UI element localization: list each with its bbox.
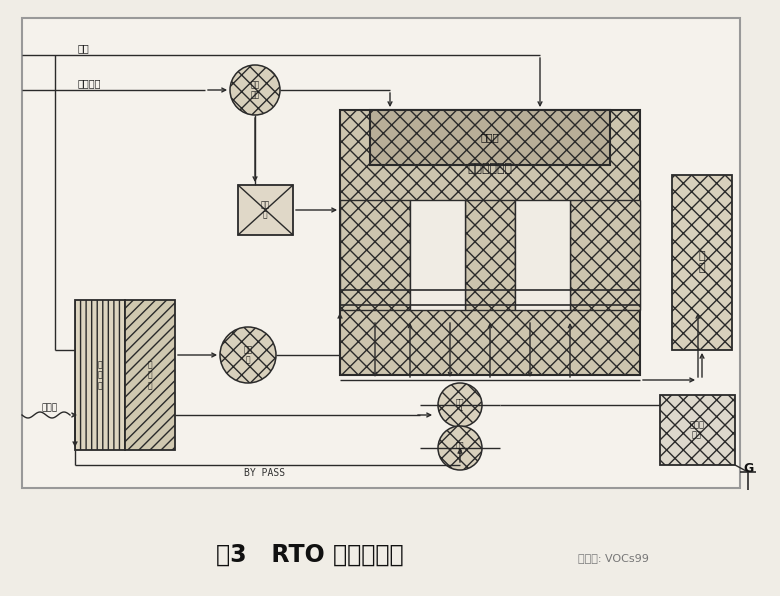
Bar (75, 300, 125, 450)
Bar (410, 200, 465, 310)
Bar (465, 200, 515, 310)
Bar (125, 300, 175, 450)
Circle shape (230, 65, 280, 115)
Circle shape (438, 426, 482, 470)
Bar (238, 185, 293, 235)
Text: 燃气: 燃气 (78, 43, 90, 53)
Text: 前
处
理: 前 处 理 (98, 360, 102, 390)
Text: 蓄热式氧化炉: 蓄热式氧化炉 (467, 162, 512, 175)
Circle shape (220, 327, 276, 383)
Text: 换热
器: 换热 器 (261, 200, 270, 220)
Bar (340, 110, 640, 375)
Text: G: G (743, 461, 753, 474)
Text: 燃烧器: 燃烧器 (480, 132, 499, 142)
Text: 阀门
2: 阀门 2 (456, 441, 464, 455)
Bar (515, 200, 570, 310)
Text: BY PASS: BY PASS (244, 468, 285, 478)
Bar (370, 110, 610, 165)
Text: 烟
囱: 烟 囱 (699, 251, 705, 273)
Text: 蓄
热
体: 蓄 热 体 (147, 360, 152, 390)
Text: 阀门
1: 阀门 1 (456, 398, 464, 412)
Text: 排风
机: 排风 机 (243, 345, 253, 365)
Text: 控制柜
电控: 控制柜 电控 (690, 420, 704, 440)
Bar (570, 200, 640, 310)
Text: 废代气: 废代气 (42, 403, 58, 412)
Bar (340, 200, 410, 310)
Bar (660, 395, 735, 465)
Text: 燃烧
风机: 燃烧 风机 (250, 80, 260, 100)
Circle shape (438, 383, 482, 427)
Text: 图3   RTO 内部构造图: 图3 RTO 内部构造图 (216, 543, 404, 567)
Text: 微信号: VOCs99: 微信号: VOCs99 (578, 553, 649, 563)
Bar (22, 18, 740, 488)
Text: 燃烧空气: 燃烧空气 (78, 78, 101, 88)
Bar (672, 175, 732, 350)
